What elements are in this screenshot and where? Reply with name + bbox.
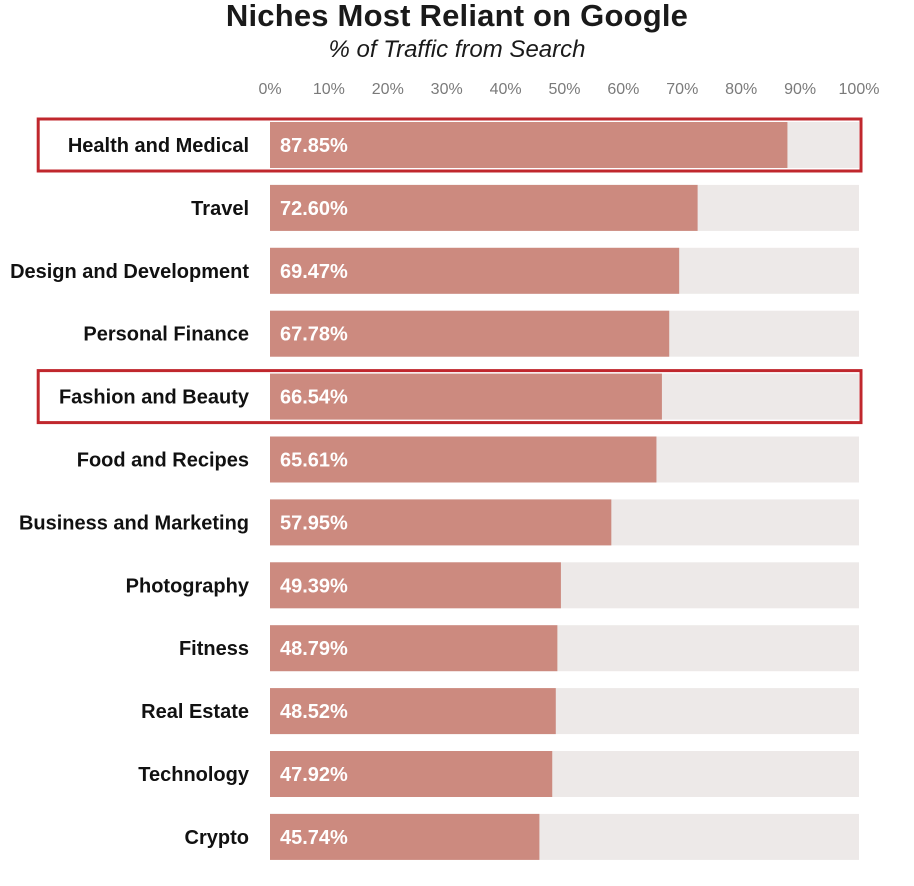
value-label: 65.61% — [280, 450, 348, 472]
category-label: Photography — [126, 575, 250, 597]
bar — [270, 310, 670, 357]
x-tick-label: 60% — [607, 81, 639, 98]
category-label: Food and Recipes — [77, 450, 249, 472]
x-tick-label: 90% — [784, 81, 816, 98]
bar — [270, 247, 680, 294]
highlight-box — [36, 369, 863, 425]
x-tick-label: 0% — [258, 81, 281, 98]
value-label: 69.47% — [280, 261, 348, 283]
chart-subtitle: % of Traffic from Search — [328, 36, 586, 63]
bar — [270, 751, 553, 797]
category-label: Real Estate — [141, 701, 249, 723]
category-label: Crypto — [185, 827, 249, 849]
category-label: Technology — [138, 764, 250, 786]
value-label: 45.74% — [280, 827, 348, 849]
category-label: Travel — [191, 198, 249, 220]
category-label: Health and Medical — [68, 135, 249, 157]
bar — [270, 499, 612, 546]
chart-title: Niches Most Reliant on Google — [225, 0, 689, 33]
x-tick-label: 50% — [548, 81, 580, 98]
value-label: 57.95% — [280, 512, 348, 534]
value-label: 87.85% — [280, 135, 348, 157]
value-label: 66.54% — [280, 387, 348, 409]
value-label: 47.92% — [280, 764, 348, 786]
category-label: Business and Marketing — [19, 512, 249, 534]
x-tick-label: 40% — [490, 81, 522, 98]
bar — [270, 625, 558, 672]
bar — [270, 813, 540, 860]
category-label: Personal Finance — [83, 324, 249, 346]
x-tick-label: 20% — [372, 81, 404, 98]
value-label: 72.60% — [280, 198, 348, 220]
x-tick-label: 80% — [725, 81, 757, 98]
bar — [270, 436, 657, 483]
bar — [270, 373, 662, 420]
bar — [270, 562, 561, 609]
bar — [270, 122, 788, 168]
bar — [270, 688, 556, 735]
category-label: Fashion and Beauty — [59, 387, 250, 409]
value-label: 49.39% — [280, 575, 348, 597]
category-label: Design and Development — [10, 261, 249, 283]
value-label: 48.52% — [280, 701, 348, 723]
x-tick-label: 10% — [313, 81, 345, 98]
x-tick-label: 30% — [431, 81, 463, 98]
category-label: Fitness — [179, 638, 249, 660]
highlight-box — [36, 117, 863, 173]
x-tick-label: 70% — [666, 81, 698, 98]
x-tick-label: 100% — [839, 81, 880, 98]
value-label: 67.78% — [280, 324, 348, 346]
value-label: 48.79% — [280, 638, 348, 660]
bar — [270, 184, 698, 231]
